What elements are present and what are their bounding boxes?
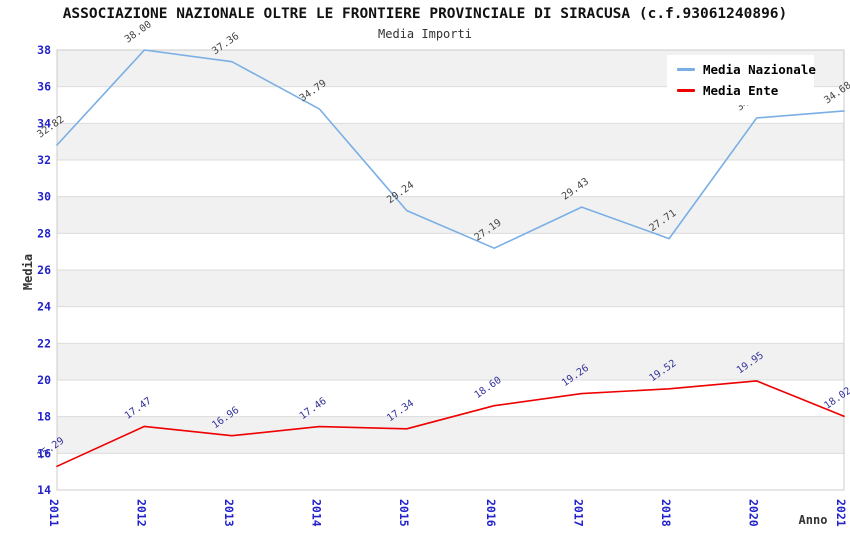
x-tick-label: 2011 — [47, 499, 61, 527]
plot-band — [57, 270, 844, 307]
plot-band — [57, 416, 844, 454]
x-tick-label: 2012 — [134, 499, 148, 527]
x-tick-label: 2020 — [747, 499, 761, 527]
plot-band — [57, 160, 844, 197]
y-tick-label: 26 — [37, 263, 51, 277]
plot-band — [57, 306, 844, 344]
x-tick-label: 2014 — [309, 499, 323, 527]
y-tick-label: 30 — [37, 190, 51, 204]
y-axis-title: Media — [21, 254, 35, 290]
series-line-media-ente — [56, 380, 845, 468]
y-tick-label: 22 — [37, 336, 51, 350]
legend-swatch-ente — [677, 89, 695, 92]
legend: Media Nazionale Media Ente — [667, 55, 816, 105]
y-tick-label: 32 — [37, 153, 51, 167]
plot-band — [57, 233, 844, 270]
x-tick-label: 2017 — [572, 499, 586, 527]
legend-label-ente: Media Ente — [703, 83, 779, 98]
y-tick-label: 28 — [37, 226, 51, 240]
plot-border — [56, 49, 845, 491]
chart-subtitle: Media Importi — [378, 27, 472, 41]
x-tick-label: 2016 — [484, 499, 498, 527]
series-line-media-nazionale — [56, 49, 845, 249]
x-axis-title: Anno — [799, 513, 828, 527]
legend-item-media-nazionale: Media Nazionale — [677, 62, 816, 77]
y-tick-label: 20 — [37, 373, 51, 387]
plot-band — [57, 453, 844, 490]
legend-item-media-ente: Media Ente — [677, 83, 814, 98]
plot-band — [57, 343, 844, 380]
legend-label-nazionale: Media Nazionale — [703, 62, 816, 77]
plot-band — [57, 123, 844, 160]
chart-title: ASSOCIAZIONE NAZIONALE OLTRE LE FRONTIER… — [62, 6, 788, 22]
legend-swatch-nazionale — [677, 68, 695, 71]
y-tick-label: 34 — [37, 116, 51, 130]
y-tick-label: 24 — [37, 300, 51, 314]
plot-band — [57, 380, 844, 417]
y-tick-label: 38 — [37, 43, 51, 57]
x-tick-label: 2015 — [397, 499, 411, 527]
y-tick-label: 16 — [37, 446, 51, 460]
y-tick-label: 36 — [37, 80, 51, 94]
x-tick-label: 2018 — [659, 499, 673, 527]
y-tick-label: 14 — [37, 483, 51, 497]
plot-band — [57, 196, 844, 234]
x-tick-label: 2021 — [834, 499, 848, 527]
x-tick-label: 2013 — [222, 499, 236, 527]
y-tick-label: 18 — [37, 410, 51, 424]
